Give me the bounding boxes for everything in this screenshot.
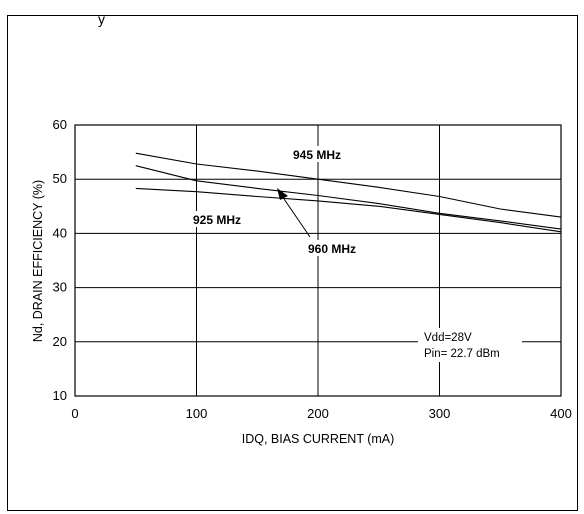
x-tick-label: 300 (429, 406, 451, 421)
x-tick-label: 0 (71, 406, 78, 421)
y-tick-label: 50 (53, 171, 67, 186)
label-arrow-line (282, 196, 310, 237)
series-label-945: 945 MHz (293, 148, 341, 162)
annotation-vdd: Vdd=28V (424, 332, 472, 344)
x-tick-label: 400 (550, 406, 572, 421)
x-tick-label: 100 (186, 406, 208, 421)
x-tick-label: 200 (307, 406, 329, 421)
series-line-945-mhz (136, 153, 561, 217)
series-label-925: 925 MHz (193, 213, 241, 227)
y-axis-title: Nd, DRAIN EFFICIENCY (%) (31, 180, 45, 342)
annotation-pin: Pin= 22.7 dBm (424, 348, 500, 360)
tick-labels: 0 100 200 300 400 10 20 30 40 50 60 (53, 117, 572, 421)
y-tick-label: 60 (53, 117, 67, 132)
series-label-960: 960 MHz (308, 242, 356, 256)
y-tick-label: 20 (53, 334, 67, 349)
y-tick-label: 10 (53, 388, 67, 403)
y-tick-label: 40 (53, 225, 67, 240)
x-axis-title: IDQ, BIAS CURRENT (mA) (242, 432, 395, 446)
y-tick-label: 30 (53, 280, 67, 295)
